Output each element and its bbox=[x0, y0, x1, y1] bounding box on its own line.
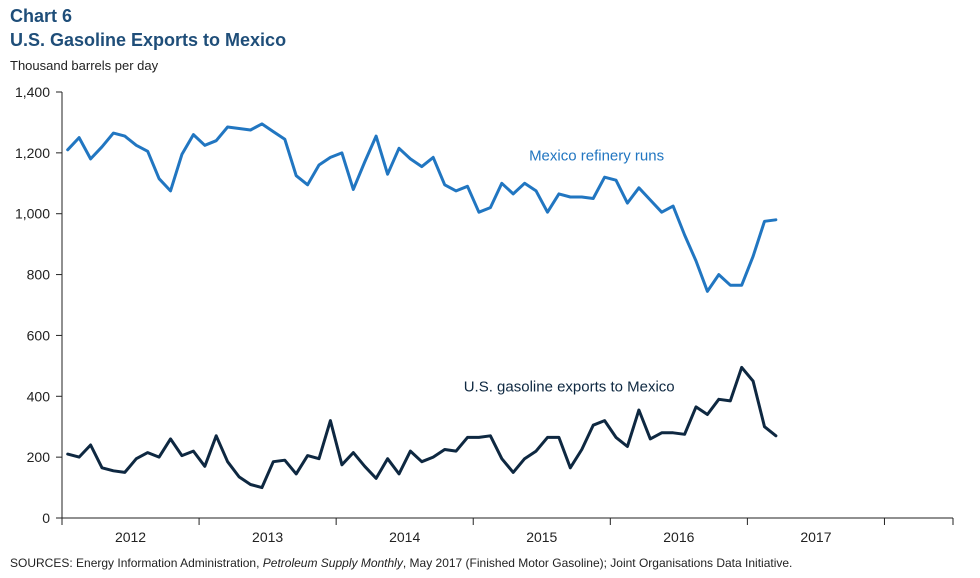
y-tick-label: 1,000 bbox=[15, 206, 50, 222]
sources-publication: Petroleum Supply Monthly bbox=[262, 556, 403, 570]
x-tick-label: 2016 bbox=[663, 529, 694, 545]
y-tick-label: 0 bbox=[42, 510, 50, 526]
y-tick-label: 1,200 bbox=[15, 145, 50, 161]
tick-labels: 0 200 400 600 800 1,000 1,200 1,400 2012 2013 2014… bbox=[15, 84, 832, 545]
y-tick-label: 800 bbox=[27, 267, 51, 283]
chart-number: Chart 6 bbox=[10, 6, 73, 26]
series-lines bbox=[66, 122, 778, 490]
sources-note: SOURCES: Energy Information Administrati… bbox=[10, 556, 792, 570]
y-tick-label: 200 bbox=[27, 449, 51, 465]
sources-prefix: SOURCES: Energy Information Administrati… bbox=[10, 556, 263, 570]
y-axis-unit-label: Thousand barrels per day bbox=[10, 58, 159, 73]
axes bbox=[56, 91, 954, 525]
x-tick-label: 2012 bbox=[115, 529, 146, 545]
series-line-gasoline-exports bbox=[66, 365, 778, 490]
series-line-refinery-runs bbox=[66, 122, 778, 293]
chart-title: U.S. Gasoline Exports to Mexico bbox=[10, 30, 287, 50]
x-tick-label: 2013 bbox=[252, 529, 283, 545]
x-tick-label: 2017 bbox=[800, 529, 831, 545]
series-label-gasoline-exports: U.S. gasoline exports to Mexico bbox=[464, 379, 675, 396]
y-tick-label: 600 bbox=[27, 327, 51, 343]
x-tick-label: 2014 bbox=[389, 529, 420, 545]
series-labels: Mexico refinery runs U.S. gasoline export… bbox=[464, 147, 675, 395]
series-label-refinery-runs: Mexico refinery runs bbox=[529, 147, 664, 164]
x-tick-label: 2015 bbox=[526, 529, 557, 545]
sources-suffix: , May 2017 (Finished Motor Gasoline); Jo… bbox=[402, 556, 793, 570]
y-tick-label: 1,400 bbox=[15, 84, 50, 100]
y-tick-label: 400 bbox=[27, 388, 51, 404]
